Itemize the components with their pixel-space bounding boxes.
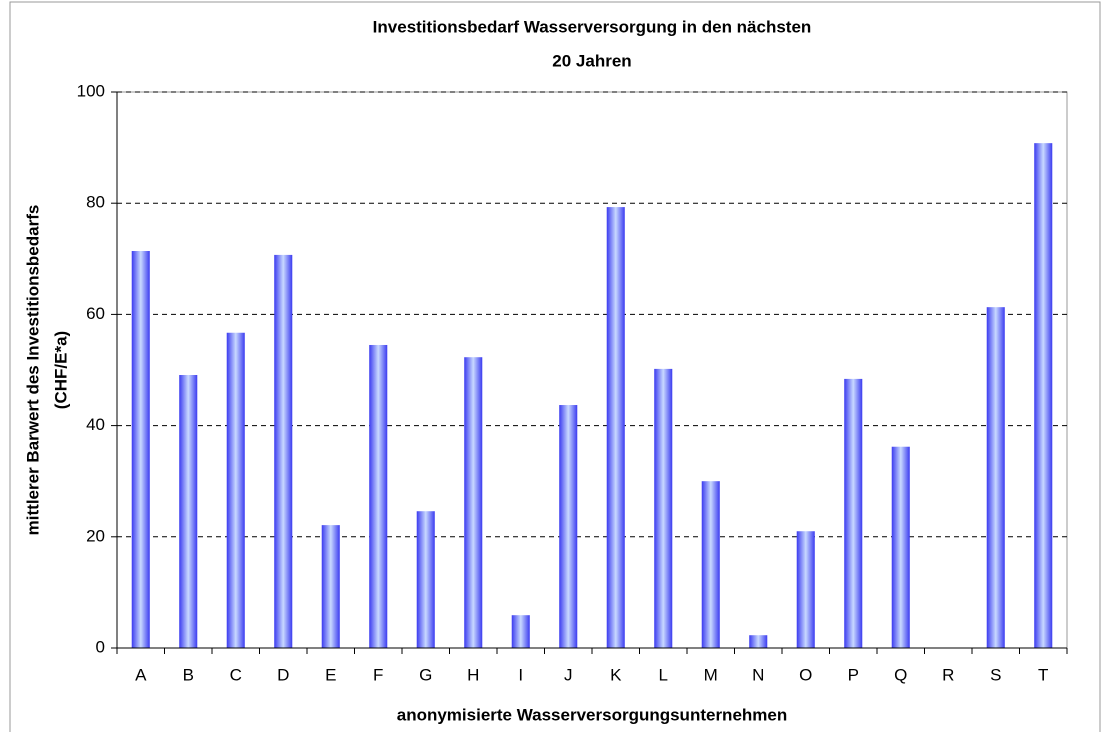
- x-tick-label: L: [659, 665, 668, 684]
- bar: [986, 307, 1005, 648]
- x-tick-label: E: [325, 665, 336, 684]
- x-tick-label: S: [990, 665, 1001, 684]
- bar: [844, 378, 863, 648]
- bar: [559, 405, 578, 648]
- chart-frame: [9, 1, 1101, 732]
- y-tick-label: 20: [86, 526, 105, 545]
- x-tick-label: J: [564, 665, 573, 684]
- x-tick-label: H: [467, 665, 479, 684]
- bar: [464, 357, 483, 648]
- bar: [654, 368, 673, 648]
- y-tick-label: 80: [86, 193, 105, 212]
- x-tick-label: M: [704, 665, 718, 684]
- x-tick-label: K: [610, 665, 622, 684]
- bar: [749, 635, 768, 648]
- x-tick-label: F: [373, 665, 383, 684]
- x-axis-label: anonymisierte Wasserversorgungsunternehm…: [397, 705, 788, 724]
- bar: [369, 344, 388, 648]
- x-tick-label: I: [518, 665, 523, 684]
- bar: [606, 207, 625, 649]
- plot-area: [116, 91, 1068, 649]
- x-tick-label: T: [1038, 665, 1048, 684]
- x-tick-label: O: [799, 665, 812, 684]
- bar: [796, 531, 815, 648]
- x-tick-label: G: [419, 665, 432, 684]
- chart-title: Investitionsbedarf Wasserversorgung in d…: [373, 17, 812, 36]
- x-tick-label: A: [135, 665, 147, 684]
- y-axis-label: (CHF/E*a): [51, 331, 70, 409]
- x-tick-label: R: [942, 665, 954, 684]
- chart-title: 20 Jahren: [552, 51, 631, 70]
- x-tick-label: C: [230, 665, 242, 684]
- bar: [891, 446, 910, 648]
- y-tick-label: 40: [86, 415, 105, 434]
- x-tick-label: P: [848, 665, 859, 684]
- bar: [226, 332, 245, 648]
- bar: [416, 511, 435, 648]
- y-axis-label: mittlerer Barwert des Investitionsbedarf…: [23, 205, 42, 536]
- x-tick-label: D: [277, 665, 289, 684]
- bar: [511, 615, 530, 648]
- x-tick-label: Q: [894, 665, 907, 684]
- bar: [321, 525, 340, 648]
- bar: [701, 481, 720, 648]
- x-tick-label: N: [752, 665, 764, 684]
- y-tick-label: 100: [77, 81, 105, 100]
- y-tick-label: 0: [96, 637, 105, 656]
- x-tick-label: B: [183, 665, 194, 684]
- y-tick-label: 60: [86, 304, 105, 323]
- bar: [131, 251, 150, 649]
- bar: [274, 254, 293, 648]
- bar: [1034, 143, 1053, 649]
- bar: [179, 375, 198, 648]
